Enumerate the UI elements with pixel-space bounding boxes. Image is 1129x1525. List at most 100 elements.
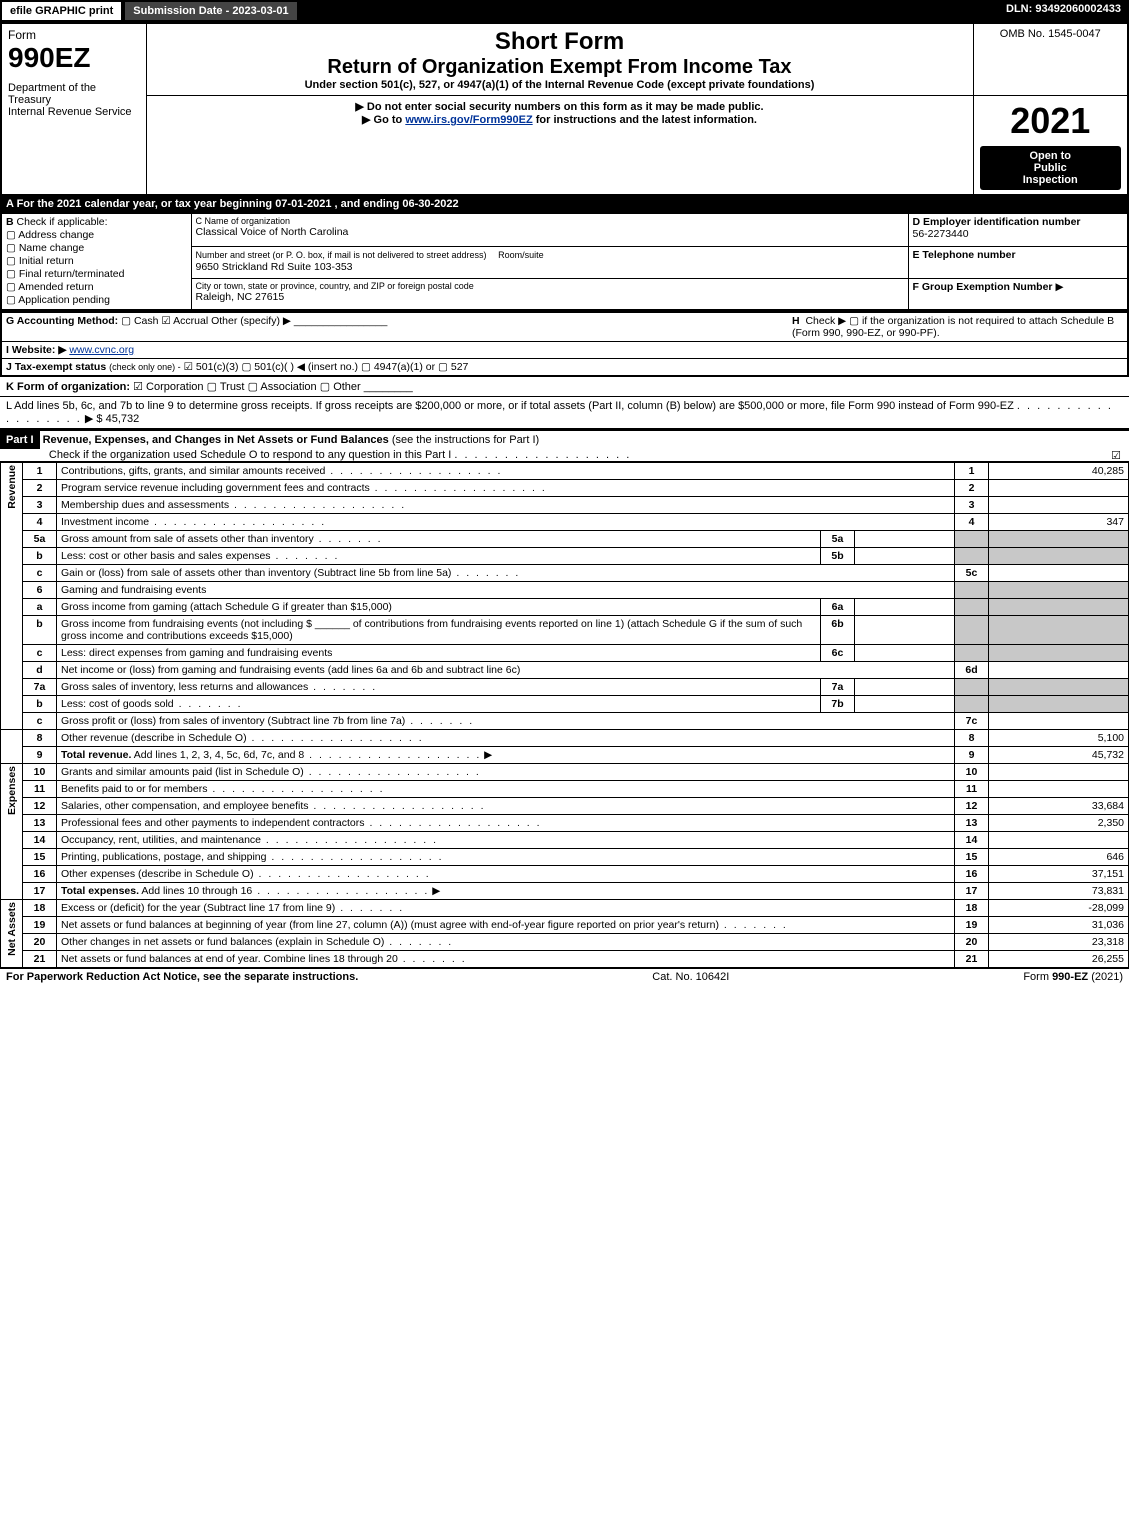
section-b-label: B <box>6 216 14 228</box>
line2-desc: Program service revenue including govern… <box>61 482 547 494</box>
cb-schedule-b[interactable] <box>849 315 862 327</box>
cb-527[interactable]: 527 <box>438 361 468 373</box>
line7b-desc: Less: cost of goods sold <box>61 698 243 710</box>
line4-amt: 347 <box>989 514 1129 531</box>
cb-corporation[interactable]: Corporation <box>133 381 203 393</box>
line15-desc: Printing, publications, postage, and shi… <box>61 851 444 863</box>
cb-association[interactable]: Association <box>248 381 317 393</box>
cb-cash[interactable]: Cash <box>121 315 158 327</box>
line14-num: 14 <box>23 832 57 849</box>
cb-accrual[interactable]: Accrual <box>161 315 208 327</box>
cb-amended-return[interactable]: Amended return <box>6 281 187 293</box>
line6b-desc: Gross income from fundraising events (no… <box>57 616 821 645</box>
line7c-col: 7c <box>955 713 989 730</box>
cb-application-pending[interactable]: Application pending <box>6 294 187 306</box>
main-title: Return of Organization Exempt From Incom… <box>153 56 967 79</box>
line10-col: 10 <box>955 764 989 781</box>
line7c-num: c <box>23 713 57 730</box>
omb-number: OMB No. 1545-0047 <box>980 28 1122 40</box>
line12-num: 12 <box>23 798 57 815</box>
line5b-shaded <box>955 548 989 565</box>
label-city: City or town, state or province, country… <box>196 281 904 291</box>
line7b-shaded <box>955 696 989 713</box>
other-specify: Other (specify) ▶ <box>211 315 291 327</box>
section-j-label: J Tax-exempt status <box>6 361 106 373</box>
cb-schedule-o[interactable] <box>1111 449 1121 462</box>
cb-501c[interactable]: 501(c)( ) ◀ (insert no.) <box>241 361 358 373</box>
line10-num: 10 <box>23 764 57 781</box>
top-bar: efile GRAPHIC print Submission Date - 20… <box>0 0 1129 22</box>
line5b-subval <box>855 548 955 565</box>
line15-num: 15 <box>23 849 57 866</box>
line5a-desc: Gross amount from sale of assets other t… <box>61 533 383 545</box>
line5c-amt <box>989 565 1129 582</box>
line6-desc: Gaming and fundraising events <box>57 582 955 599</box>
line5b-num: b <box>23 548 57 565</box>
part1-check-text: Check if the organization used Schedule … <box>49 449 451 461</box>
line1-col: 1 <box>955 463 989 480</box>
open-line3: Inspection <box>984 174 1118 186</box>
group-exemption-arrow: ▶ <box>1055 281 1063 293</box>
line13-desc: Professional fees and other payments to … <box>61 817 542 829</box>
footer-right: Form 990-EZ (2021) <box>1023 971 1123 983</box>
line9-num: 9 <box>23 747 57 764</box>
line5a-num: 5a <box>23 531 57 548</box>
cb-initial-return[interactable]: Initial return <box>6 255 187 267</box>
line6c-desc: Less: direct expenses from gaming and fu… <box>61 647 332 659</box>
part1-title: Revenue, Expenses, and Changes in Net As… <box>43 434 389 446</box>
section-a: A For the 2021 calendar year, or tax yea… <box>0 196 1129 212</box>
line14-amt <box>989 832 1129 849</box>
line10-amt <box>989 764 1129 781</box>
street-address: 9650 Strickland Rd Suite 103-353 <box>196 261 353 273</box>
line19-amt: 31,036 <box>989 917 1129 934</box>
page-footer: For Paperwork Reduction Act Notice, see … <box>0 968 1129 985</box>
subtitle: Under section 501(c), 527, or 4947(a)(1)… <box>153 79 967 91</box>
cb-501c3[interactable]: 501(c)(3) <box>184 361 239 373</box>
line19-desc: Net assets or fund balances at beginning… <box>61 919 788 931</box>
cb-address-change[interactable]: Address change <box>6 229 187 241</box>
cb-name-change[interactable]: Name change <box>6 242 187 254</box>
cb-4947[interactable]: 4947(a)(1) or <box>361 361 435 373</box>
line8-num: 8 <box>23 730 57 747</box>
line5a-shaded <box>955 531 989 548</box>
line8-col: 8 <box>955 730 989 747</box>
section-g-label: G Accounting Method: <box>6 315 118 327</box>
line12-desc: Salaries, other compensation, and employ… <box>61 800 486 812</box>
line6c-sublbl: 6c <box>821 645 855 662</box>
line7c-desc: Gross profit or (loss) from sales of inv… <box>61 715 474 727</box>
cb-trust[interactable]: Trust <box>207 381 245 393</box>
efile-print-label[interactable]: efile GRAPHIC print <box>0 0 123 22</box>
netassets-vlabel: Net Assets <box>6 902 18 956</box>
dept-treasury: Department of the Treasury <box>8 82 140 106</box>
irs-link[interactable]: www.irs.gov/Form990EZ <box>405 114 532 126</box>
section-i-label: I Website: ▶ <box>6 344 66 356</box>
line6b-shaded <box>955 616 989 645</box>
line6c-num: c <box>23 645 57 662</box>
line6b-num: b <box>23 616 57 645</box>
website-link[interactable]: www.cvnc.org <box>69 344 134 356</box>
cb-other-org[interactable]: Other <box>320 381 361 393</box>
l-text: L Add lines 5b, 6c, and 7b to line 9 to … <box>6 400 1014 412</box>
line3-num: 3 <box>23 497 57 514</box>
line5b-shaded-amt <box>989 548 1129 565</box>
line5a-sublbl: 5a <box>821 531 855 548</box>
line15-col: 15 <box>955 849 989 866</box>
line4-num: 4 <box>23 514 57 531</box>
line7b-num: b <box>23 696 57 713</box>
label-ein: D Employer identification number <box>913 216 1081 228</box>
dln-label: DLN: 93492060002433 <box>998 0 1129 22</box>
part1-see: (see the instructions for Part I) <box>392 434 539 446</box>
line1-amt: 40,285 <box>989 463 1129 480</box>
line7b-shaded-amt <box>989 696 1129 713</box>
footer-left: For Paperwork Reduction Act Notice, see … <box>6 971 358 983</box>
cb-final-return[interactable]: Final return/terminated <box>6 268 187 280</box>
expenses-vlabel: Expenses <box>6 766 18 815</box>
line21-amt: 26,255 <box>989 951 1129 968</box>
line6c-shaded-amt <box>989 645 1129 662</box>
line5b-desc: Less: cost or other basis and sales expe… <box>61 550 339 562</box>
line5b-sublbl: 5b <box>821 548 855 565</box>
k-label: K Form of organization: <box>6 381 130 393</box>
short-form-title: Short Form <box>153 28 967 56</box>
line3-desc: Membership dues and assessments <box>61 499 406 511</box>
line13-col: 13 <box>955 815 989 832</box>
